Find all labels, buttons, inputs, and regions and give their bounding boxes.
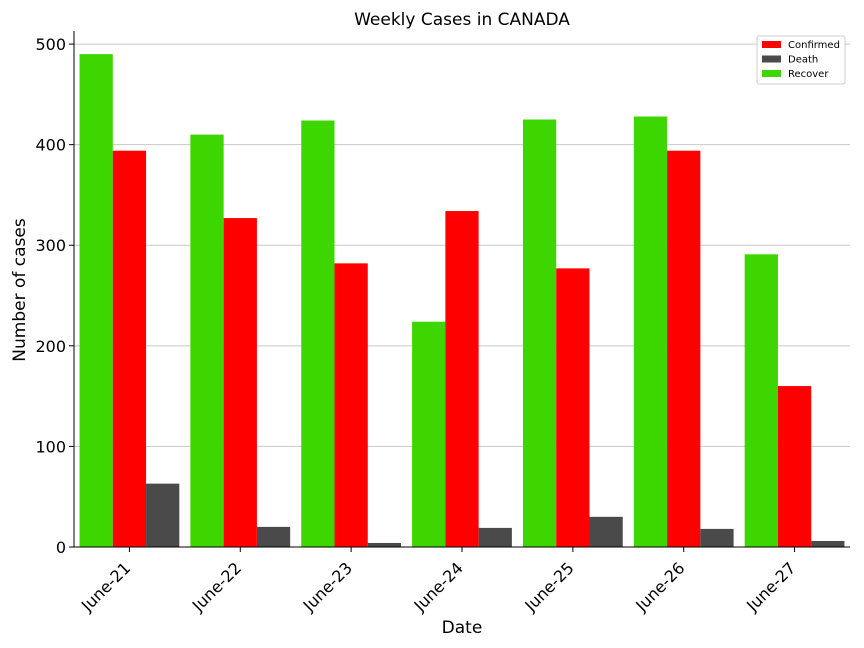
y-tick-label: 300 [35, 236, 66, 255]
bar-death-june-24 [478, 527, 512, 547]
legend-swatch-recover [762, 70, 781, 77]
x-tick-label: June-21 [77, 558, 134, 615]
x-tick-labels: June-21 June-22 June-23 June-24 June-25 June-… [77, 547, 799, 616]
bar-recover-june-24 [412, 321, 446, 547]
legend-label-death: Death [788, 55, 818, 66]
x-tick-label: June-25 [520, 558, 577, 615]
bar-confirmed-june-27 [777, 386, 812, 547]
bar-death-june-25 [589, 516, 623, 547]
x-tick-label: June-24 [410, 558, 467, 615]
x-axis-label: Date [442, 618, 483, 638]
y-tick-label: 500 [35, 35, 66, 54]
bars [79, 54, 845, 548]
y-tick-label: 200 [35, 337, 66, 356]
bar-confirmed-june-25 [556, 268, 590, 547]
bar-confirmed-june-21 [112, 150, 147, 547]
legend-label-recover: Recover [788, 69, 829, 80]
bar-recover-june-21 [79, 54, 113, 548]
y-axis-label: Number of cases [10, 218, 30, 362]
bar-recover-june-27 [744, 254, 778, 547]
x-tick-label: June-27 [742, 558, 799, 615]
bar-confirmed-june-24 [445, 211, 479, 547]
bar-recover-june-22 [190, 134, 224, 547]
bar-confirmed-june-22 [223, 218, 257, 548]
legend-swatch-death [762, 55, 781, 63]
bar-confirmed-june-26 [667, 150, 701, 547]
bar-recover-june-23 [301, 120, 335, 547]
bar-death-june-26 [700, 528, 734, 547]
y-tick-label: 100 [35, 437, 66, 456]
bar-death-june-27 [811, 540, 845, 547]
y-tick-label: 0 [56, 538, 66, 557]
chart-title: Weekly Cases in CANADA [354, 10, 570, 30]
x-tick-label: June-26 [631, 558, 688, 615]
legend-swatch-confirmed [762, 41, 781, 48]
y-tick-labels: 0 100 200 300 400 500 [35, 35, 74, 557]
x-tick-label: June-23 [299, 558, 356, 615]
bar-death-june-21 [146, 483, 180, 547]
bar-death-june-22 [256, 526, 291, 547]
bar-recover-june-26 [633, 116, 668, 548]
bar-death-june-23 [367, 542, 402, 547]
legend-label-confirmed: Confirmed [788, 40, 840, 51]
bar-confirmed-june-23 [334, 263, 368, 547]
bar-recover-june-25 [522, 119, 557, 547]
y-tick-label: 400 [35, 136, 66, 155]
legend: Confirmed Death Recover [756, 35, 846, 85]
x-tick-label: June-22 [188, 558, 245, 615]
